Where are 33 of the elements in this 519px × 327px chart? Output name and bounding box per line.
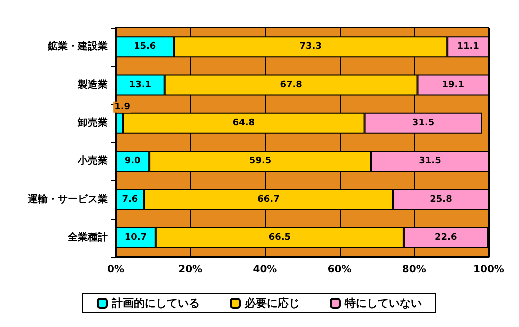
x-tick-label: 80% [402, 264, 426, 276]
x-tick-label: 100% [474, 264, 504, 276]
data-label: 31.5 [412, 118, 435, 128]
y-tick-label: 鉱業・建設業 [47, 40, 108, 53]
data-label: 13.1 [129, 80, 152, 90]
data-label: 73.3 [300, 42, 322, 52]
data-label: 67.8 [280, 80, 302, 90]
x-tick-label: 20% [178, 264, 203, 276]
legend-label: 必要に応じ [244, 297, 300, 310]
y-tick-label: 全業種計 [67, 231, 108, 244]
legend-label: 特にしていない [344, 297, 422, 310]
data-label: 10.7 [124, 232, 148, 243]
data-label: 9.0 [124, 156, 141, 167]
y-tick-label: 運輸・サービス業 [27, 193, 108, 206]
y-tick-label: 卸売業 [77, 116, 108, 129]
legend-label: 計画的にしている [111, 297, 200, 310]
data-label: 19.1 [442, 80, 464, 90]
x-tick-label: 40% [253, 264, 278, 276]
data-label: 1.9 [114, 102, 131, 112]
data-label: 66.7 [258, 194, 280, 205]
data-label: 15.6 [134, 42, 156, 52]
data-label: 66.5 [268, 232, 292, 243]
data-label: 64.8 [232, 118, 256, 128]
x-tick-label: 0% [108, 264, 124, 276]
data-label: 25.8 [430, 194, 452, 205]
y-tick-label: 小売業 [77, 155, 108, 168]
y-tick-label: 製造業 [77, 78, 108, 91]
data-label: 22.6 [434, 232, 458, 243]
data-label: 59.5 [249, 156, 272, 167]
data-label: 7.6 [122, 194, 138, 205]
data-label: 31.5 [419, 156, 442, 167]
x-tick-label: 60% [328, 264, 352, 276]
data-label: 11.1 [457, 42, 480, 52]
